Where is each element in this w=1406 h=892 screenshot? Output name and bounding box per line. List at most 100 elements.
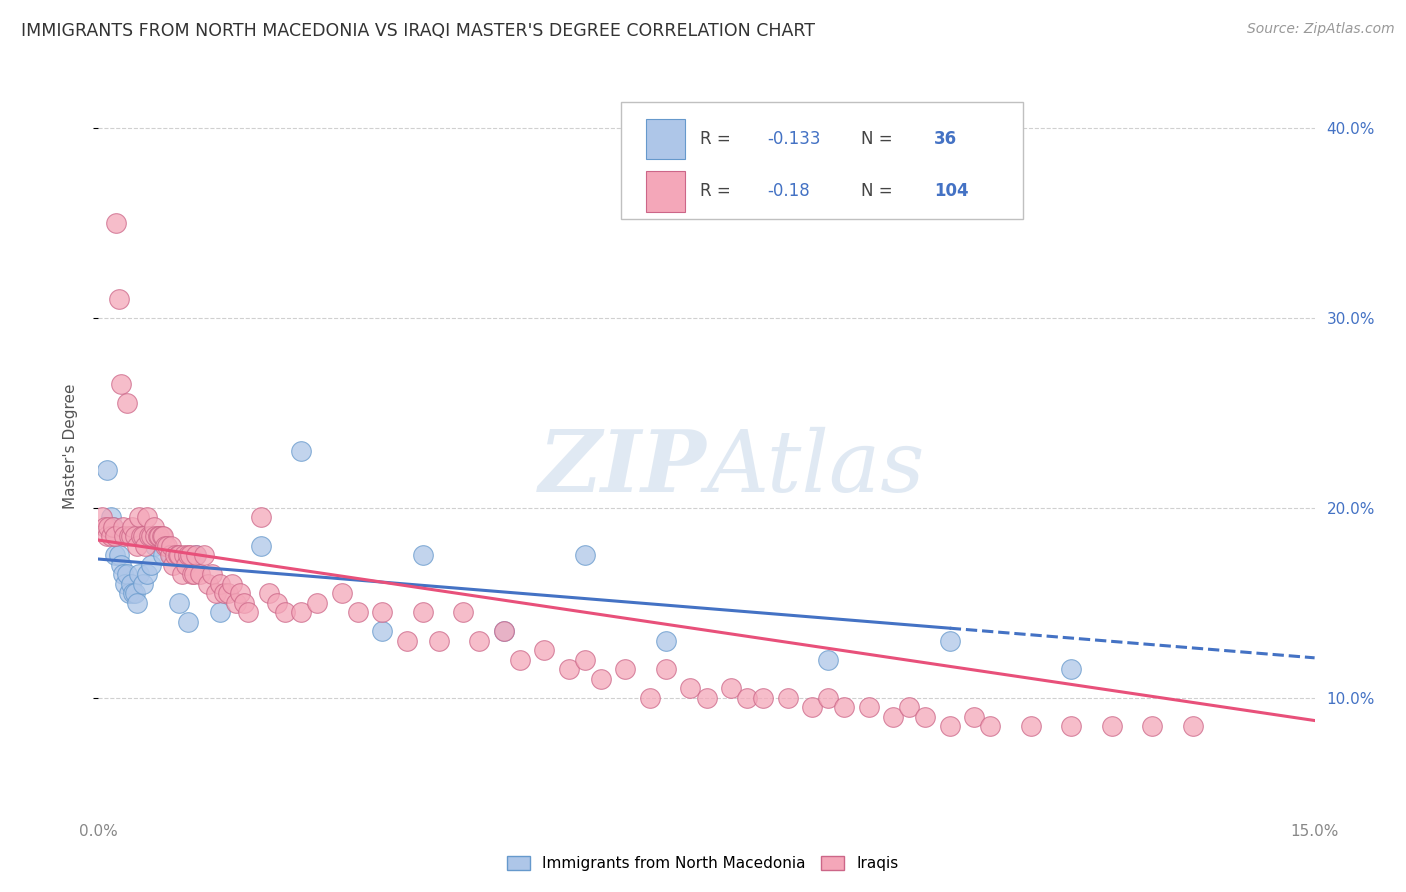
Point: [160, 539, 183, 553]
Point: [574, 653, 596, 667]
Point: [574, 548, 596, 562]
Point: [111, 520, 134, 534]
Point: [193, 548, 215, 562]
Point: [939, 719, 962, 733]
Point: [201, 567, 224, 582]
Point: [115, 396, 138, 410]
Point: [696, 690, 718, 705]
FancyBboxPatch shape: [621, 103, 1022, 219]
Point: [1060, 662, 1083, 676]
Point: [898, 700, 921, 714]
Point: [221, 576, 243, 591]
Point: [800, 700, 823, 714]
Point: [143, 529, 166, 543]
Point: [105, 529, 128, 543]
Point: [114, 576, 136, 591]
Point: [290, 443, 312, 458]
Point: [101, 520, 124, 534]
Legend: Immigrants from North Macedonia, Iraqis: Immigrants from North Macedonia, Iraqis: [501, 850, 905, 877]
Point: [197, 576, 219, 591]
Point: [128, 510, 150, 524]
Point: [453, 605, 475, 619]
Point: [122, 586, 145, 600]
Point: [159, 548, 181, 562]
Point: [184, 548, 207, 562]
Point: [229, 586, 252, 600]
Point: [492, 624, 515, 639]
Point: [225, 596, 247, 610]
Point: [614, 662, 637, 676]
Point: [127, 596, 149, 610]
Point: [173, 548, 195, 562]
Point: [170, 567, 193, 582]
Point: [150, 529, 173, 543]
Point: [176, 548, 198, 562]
Point: [156, 539, 179, 553]
Point: [104, 529, 127, 543]
Point: [167, 548, 190, 562]
Point: [124, 586, 146, 600]
Point: [146, 529, 169, 543]
Point: [176, 615, 198, 629]
Point: [591, 672, 613, 686]
Point: [121, 520, 143, 534]
Point: [188, 567, 211, 582]
Point: [817, 653, 839, 667]
Point: [100, 529, 122, 543]
Point: [330, 586, 353, 600]
Point: [148, 529, 170, 543]
Text: R =: R =: [700, 183, 731, 201]
Point: [142, 520, 165, 534]
Point: [139, 558, 162, 572]
Point: [136, 510, 159, 524]
Point: [160, 548, 183, 562]
Point: [107, 548, 129, 562]
Point: [209, 605, 232, 619]
Text: N =: N =: [860, 130, 893, 148]
Point: [205, 586, 228, 600]
Point: [371, 624, 394, 639]
Point: [184, 548, 207, 562]
Point: [132, 529, 155, 543]
Point: [412, 548, 434, 562]
Point: [96, 529, 118, 543]
Point: [979, 719, 1001, 733]
Point: [139, 529, 162, 543]
Point: [233, 596, 256, 610]
Point: [257, 586, 280, 600]
Point: [129, 529, 152, 543]
Point: [492, 624, 515, 639]
Point: [679, 681, 702, 696]
Point: [655, 633, 678, 648]
Point: [101, 520, 124, 534]
Y-axis label: Master's Degree: Master's Degree: [63, 384, 77, 508]
Text: IMMIGRANTS FROM NORTH MACEDONIA VS IRAQI MASTER'S DEGREE CORRELATION CHART: IMMIGRANTS FROM NORTH MACEDONIA VS IRAQI…: [21, 22, 815, 40]
Point: [132, 576, 155, 591]
Point: [209, 576, 232, 591]
Point: [963, 710, 986, 724]
Point: [136, 567, 159, 582]
Text: N =: N =: [860, 183, 893, 201]
Point: [138, 529, 160, 543]
Point: [290, 605, 312, 619]
Point: [143, 539, 166, 553]
Point: [858, 700, 880, 714]
Point: [183, 567, 205, 582]
Point: [134, 539, 156, 553]
Point: [249, 510, 271, 524]
Point: [238, 605, 260, 619]
Point: [817, 690, 839, 705]
Point: [834, 700, 856, 714]
Text: ZIP: ZIP: [538, 426, 707, 509]
Text: Atlas: Atlas: [707, 426, 925, 509]
Text: 104: 104: [934, 183, 969, 201]
Point: [96, 463, 118, 477]
Point: [307, 596, 329, 610]
Point: [124, 529, 146, 543]
Point: [107, 292, 129, 306]
Point: [533, 643, 555, 657]
Point: [217, 586, 239, 600]
Point: [1182, 719, 1205, 733]
Point: [153, 539, 176, 553]
Point: [94, 520, 117, 534]
